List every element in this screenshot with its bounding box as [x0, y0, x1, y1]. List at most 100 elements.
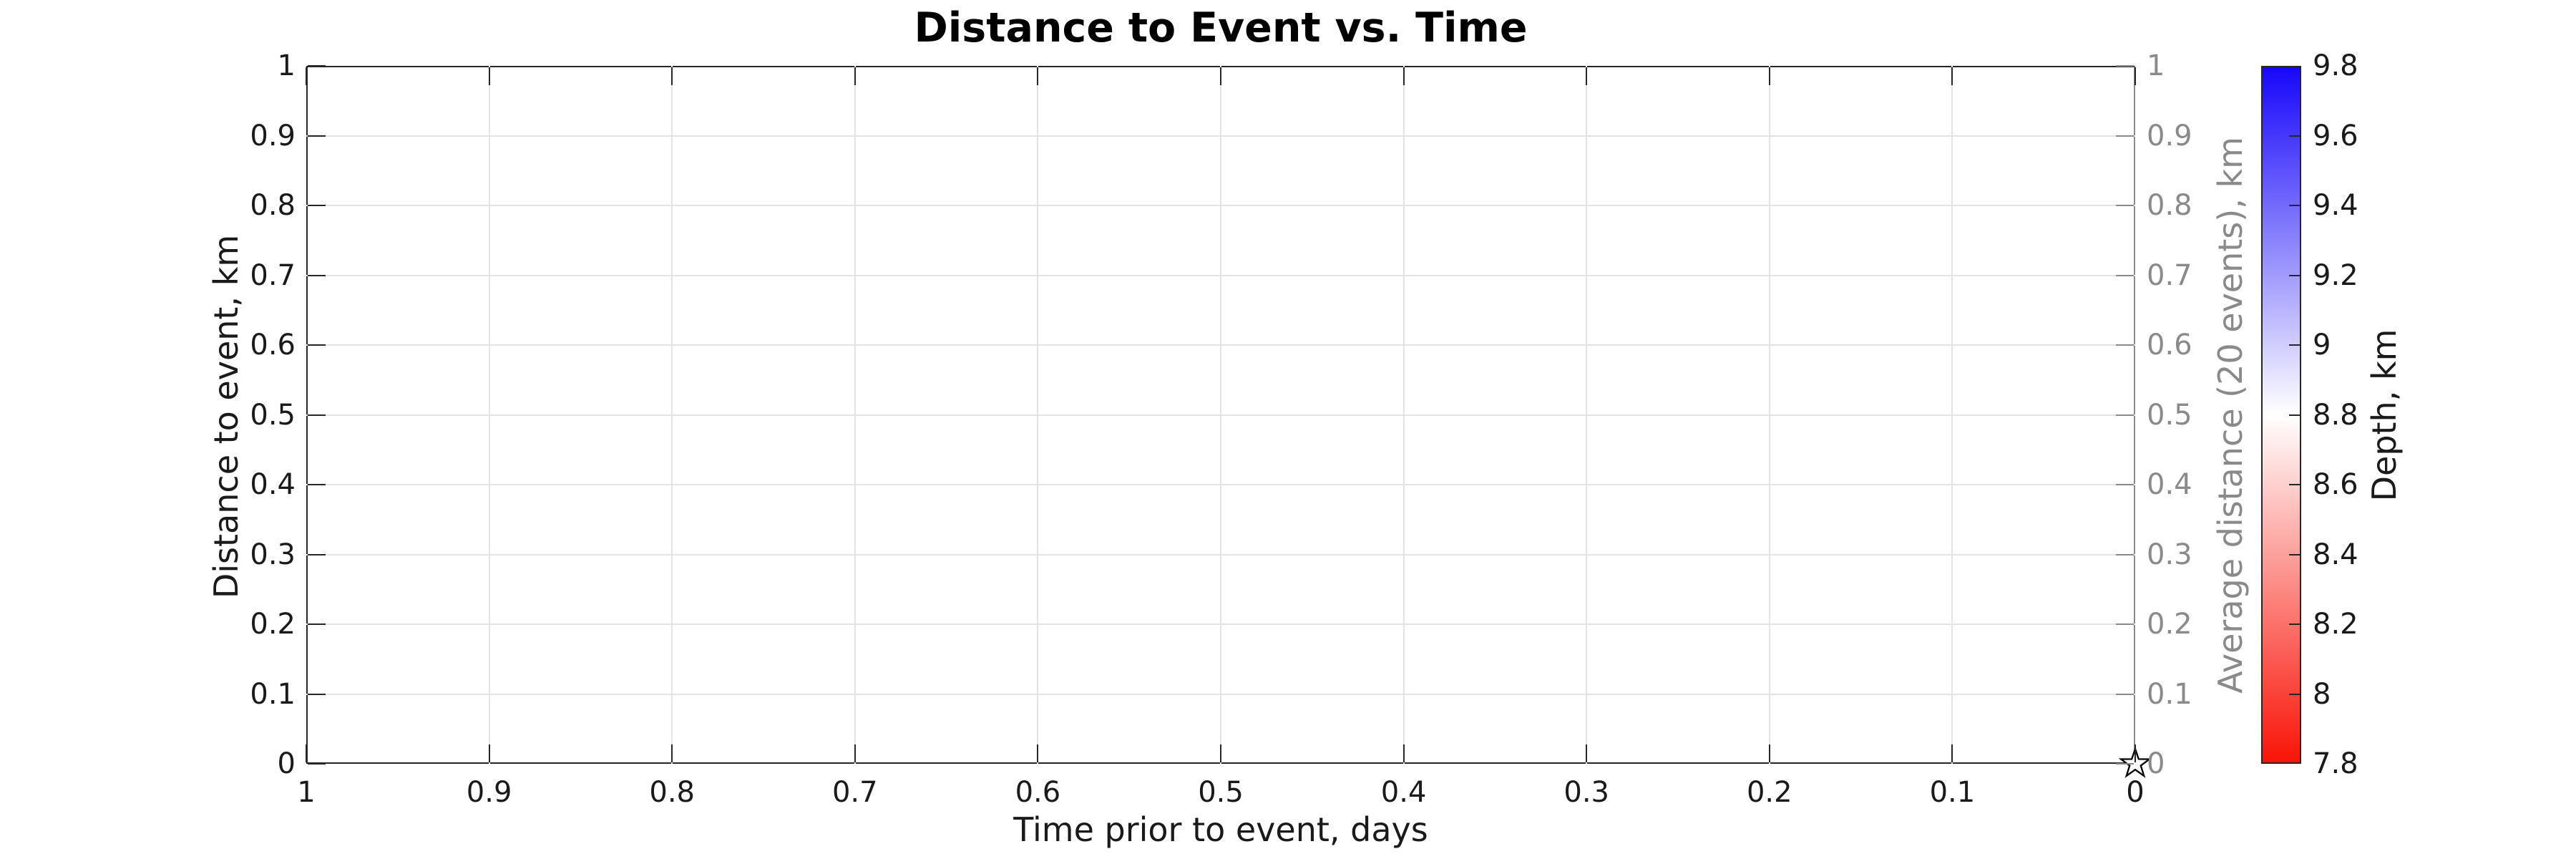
y-right-tick-label: 0.3: [2147, 538, 2192, 571]
x-tick-mark-bottom: [1037, 744, 1039, 762]
y-tick-mark-right: [2116, 693, 2134, 695]
y-tick-mark-right: [2116, 763, 2134, 765]
y-tick-mark-left: [308, 414, 326, 416]
y-left-tick-label: 0.2: [250, 608, 296, 641]
x-tick-mark-top: [1586, 67, 1588, 85]
y-left-tick-label: 0.1: [250, 677, 296, 711]
colorbar-tick-mark: [2289, 274, 2300, 276]
x-tick-label: 0.2: [1746, 776, 1792, 809]
x-tick-label: 0: [2126, 776, 2145, 809]
colorbar-tick-label: 7.8: [2313, 747, 2358, 780]
y-left-tick-label: 0.9: [250, 119, 296, 152]
x-tick-mark-bottom: [306, 744, 307, 762]
y-tick-mark-left: [308, 65, 326, 67]
y-tick-mark-right: [2116, 344, 2134, 346]
y-right-tick-label: 1: [2147, 49, 2165, 82]
colorbar-tick-mark: [2289, 484, 2300, 485]
y-tick-mark-left: [308, 205, 326, 206]
colorbar-tick-label: 8.6: [2313, 468, 2358, 501]
x-tick-mark-top: [854, 67, 856, 85]
y-left-tick-label: 0.4: [250, 468, 296, 501]
colorbar-tick-label: 9.6: [2313, 119, 2358, 152]
x-tick-mark-top: [2135, 67, 2136, 85]
x-tick-label: 0.6: [1015, 776, 1061, 809]
y-right-tick-label: 0.5: [2147, 398, 2192, 432]
x-tick-mark-top: [1220, 67, 1221, 85]
colorbar-tick-label: 9.2: [2313, 258, 2358, 292]
x-axis-label: Time prior to event, days: [1013, 810, 1428, 849]
x-tick-label: 0.5: [1198, 776, 1244, 809]
colorbar-tick-mark: [2289, 135, 2300, 137]
colorbar-tick-mark: [2289, 693, 2300, 695]
y-tick-mark-right: [2116, 414, 2134, 416]
x-tick-mark-bottom: [1220, 744, 1221, 762]
x-tick-mark-bottom: [854, 744, 856, 762]
colorbar-tick-label: 8: [2313, 677, 2331, 711]
x-tick-label: 0.9: [466, 776, 512, 809]
y-tick-mark-right: [2116, 484, 2134, 485]
y-left-tick-label: 0.3: [250, 538, 296, 571]
y-tick-mark-left: [308, 553, 326, 555]
gridline-horizontal: [306, 693, 2135, 695]
x-tick-label: 0.7: [831, 776, 878, 809]
x-tick-label: 0.4: [1380, 776, 1427, 809]
y-left-tick-label: 0.6: [250, 329, 296, 361]
y-left-tick-label: 1: [277, 49, 296, 82]
y-left-tick-label: 0.7: [250, 258, 296, 292]
x-tick-mark-top: [1768, 67, 1770, 85]
colorbar-tick-mark: [2289, 414, 2300, 416]
colorbar-tick-label: 9.8: [2313, 49, 2358, 82]
colorbar-tick-label: 9: [2313, 329, 2331, 361]
gridline-horizontal: [306, 274, 2135, 276]
y-right-tick-label: 0.8: [2147, 189, 2192, 222]
y-right-tick-label: 0.1: [2147, 677, 2192, 711]
x-tick-mark-bottom: [2135, 744, 2136, 762]
y-tick-mark-left: [308, 693, 326, 695]
x-tick-mark-bottom: [1768, 744, 1770, 762]
y-tick-mark-right: [2116, 65, 2134, 67]
colorbar-tick-mark: [2289, 553, 2300, 555]
y-tick-mark-left: [308, 344, 326, 346]
chart-title: Distance to Event vs. Time: [914, 4, 1528, 52]
y-tick-mark-left: [308, 484, 326, 485]
y-left-tick-label: 0.8: [250, 189, 296, 222]
y-left-tick-label: 0: [277, 747, 296, 780]
y-tick-mark-right: [2116, 135, 2134, 137]
y-right-tick-label: 0.6: [2147, 329, 2192, 361]
event-star-marker-icon: [2119, 747, 2152, 778]
colorbar-tick-mark: [2289, 344, 2300, 346]
gridline-horizontal: [306, 623, 2135, 625]
y-tick-mark-left: [308, 763, 326, 765]
y-tick-mark-left: [308, 135, 326, 137]
y-tick-mark-right: [2116, 623, 2134, 625]
x-tick-mark-bottom: [1402, 744, 1405, 762]
x-tick-mark-top: [488, 67, 490, 85]
y-right-tick-label: 0.4: [2147, 468, 2192, 501]
y-tick-mark-left: [308, 623, 326, 625]
colorbar-label: Depth, km: [2365, 329, 2404, 502]
x-tick-mark-top: [671, 67, 673, 85]
y-tick-mark-right: [2116, 205, 2134, 206]
y-right-tick-label: 0: [2147, 747, 2165, 780]
colorbar-tick-mark: [2289, 623, 2300, 625]
x-tick-label: 1: [297, 776, 316, 809]
x-tick-label: 0.3: [1563, 776, 1609, 809]
x-tick-mark-bottom: [671, 744, 673, 762]
gridline-horizontal: [306, 135, 2135, 137]
gridline-horizontal: [306, 484, 2135, 485]
y-tick-mark-right: [2116, 553, 2134, 555]
colorbar-tick-label: 9.4: [2313, 189, 2358, 222]
x-tick-mark-bottom: [1586, 744, 1588, 762]
y-right-tick-label: 0.2: [2147, 608, 2192, 641]
gridline-horizontal: [306, 344, 2135, 346]
gridline-horizontal: [306, 205, 2135, 206]
x-tick-mark-top: [1402, 67, 1405, 85]
x-tick-mark-top: [1037, 67, 1039, 85]
colorbar-tick-label: 8.8: [2313, 398, 2358, 432]
x-tick-mark-top: [1951, 67, 1953, 85]
colorbar-tick-label: 8.4: [2313, 538, 2358, 571]
gridline-horizontal: [306, 553, 2135, 555]
y-tick-mark-right: [2116, 274, 2134, 276]
y-right-axis-label: Average distance (20 events), km: [2211, 137, 2250, 694]
x-tick-mark-top: [306, 67, 307, 85]
